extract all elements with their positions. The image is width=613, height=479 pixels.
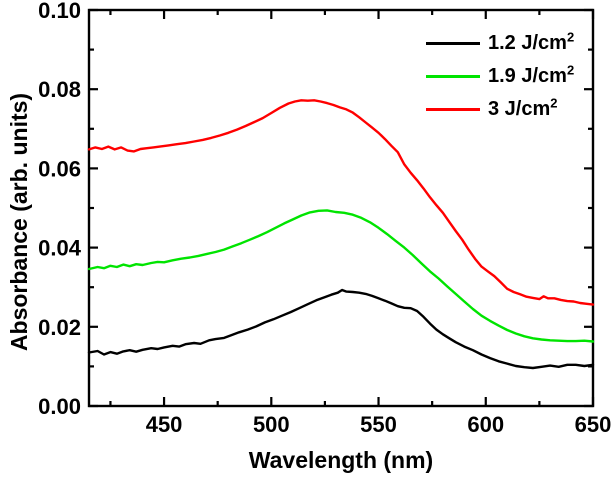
legend-label: 1.9 J/cm2: [488, 62, 575, 88]
legend-label-text: 1.9 J/cm: [488, 65, 567, 87]
x-tick-label: 650: [575, 412, 612, 437]
series-line-1.9-j-cm2: [87, 209, 595, 343]
x-tick-label: 600: [467, 412, 504, 437]
legend-line-swatch: [426, 42, 480, 45]
legend-entry: 3 J/cm2: [426, 93, 574, 126]
legend-label: 1.2 J/cm2: [488, 29, 575, 55]
legend-entry: 1.9 J/cm2: [426, 60, 574, 93]
legend: 1.2 J/cm2 1.9 J/cm2 3 J/cm2: [426, 27, 574, 126]
y-tick-label: 0.10: [38, 0, 81, 23]
series-line-3-j-cm2: [87, 99, 595, 306]
legend-label: 3 J/cm2: [488, 95, 558, 121]
legend-line-swatch: [426, 75, 480, 78]
legend-label-text: 3 J/cm: [488, 98, 551, 120]
legend-label-text: 1.2 J/cm: [488, 32, 567, 54]
y-tick-label: 0.02: [38, 315, 81, 340]
y-tick-label: 0.08: [38, 77, 81, 102]
legend-label-superscript: 2: [550, 95, 558, 111]
y-axis-title: Absorbance (arb. units): [6, 92, 32, 352]
legend-label-superscript: 2: [566, 29, 575, 45]
legend-line-swatch: [426, 108, 480, 111]
x-axis-title: Wavelength (nm): [248, 447, 434, 473]
series-line-1.2-j-cm2: [87, 288, 595, 370]
x-tick-label: 550: [360, 412, 397, 437]
x-tick-label: 500: [253, 412, 290, 437]
y-tick-label: 0.06: [38, 156, 81, 181]
x-tick-label: 450: [146, 412, 183, 437]
legend-label-superscript: 2: [566, 62, 575, 78]
legend-entry: 1.2 J/cm2: [426, 27, 574, 60]
y-tick-label: 0.04: [38, 236, 82, 261]
y-tick-label: 0.00: [38, 394, 81, 419]
